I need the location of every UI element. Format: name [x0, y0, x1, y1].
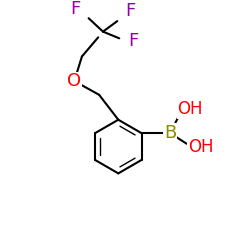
Text: F: F [126, 2, 136, 21]
Text: F: F [70, 0, 80, 18]
Text: OH: OH [188, 138, 214, 156]
Text: OH: OH [178, 100, 203, 118]
Text: F: F [128, 32, 139, 50]
Text: O: O [67, 72, 81, 90]
Text: B: B [164, 124, 176, 142]
